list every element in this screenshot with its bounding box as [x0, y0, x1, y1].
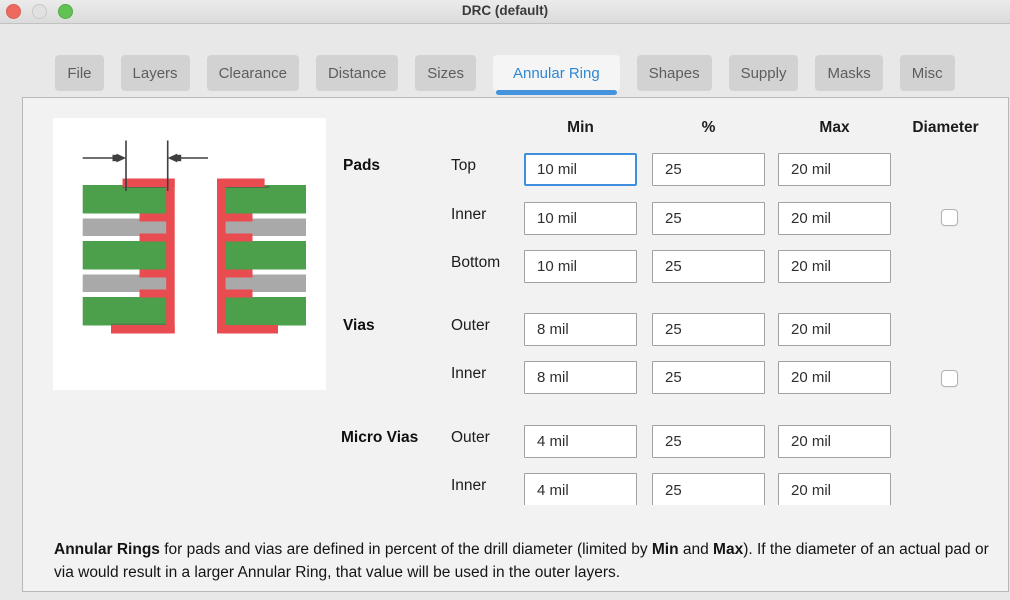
vias-outer-percent-input[interactable]	[652, 313, 765, 346]
pads-bottom-max-input[interactable]	[778, 250, 891, 283]
row-label-pads-inner: Inner	[451, 206, 487, 223]
vias-diameter-checkbox[interactable]	[941, 370, 958, 387]
column-header-diameter: Diameter	[912, 119, 979, 136]
column-header-max: Max	[819, 119, 850, 136]
titlebar: DRC (default)	[0, 0, 1010, 24]
micro-vias-outer-max-input[interactable]	[778, 425, 891, 458]
description-segment: and	[678, 541, 714, 558]
tab-sizes[interactable]: Sizes	[415, 55, 476, 91]
pads-inner-min-input[interactable]	[524, 202, 637, 235]
tab-annular-ring[interactable]: Annular Ring	[492, 55, 620, 95]
pads-diameter-checkbox[interactable]	[941, 209, 958, 226]
row-label-vias-inner: Inner	[451, 365, 487, 382]
row-label-micro-vias-inner: Inner	[451, 477, 487, 494]
tab-layers[interactable]: Layers	[120, 55, 190, 91]
tab-misc[interactable]: Misc	[899, 55, 955, 91]
tab-shapes[interactable]: Shapes	[636, 55, 712, 91]
micro-vias-inner-min-input[interactable]	[524, 473, 637, 505]
vias-inner-percent-input[interactable]	[652, 361, 765, 394]
pcb-stack-right	[217, 178, 306, 334]
annular-ring-panel: Min % Max Diameter Pads Vias Micro Vias …	[22, 97, 1009, 592]
pads-inner-percent-input[interactable]	[652, 202, 765, 235]
pcb-stack-left	[82, 178, 175, 334]
description-text: Annular Rings for pads and vias are defi…	[54, 538, 1006, 584]
row-label-vias-outer: Outer	[451, 317, 490, 334]
row-label-pads-top: Top	[451, 157, 476, 174]
pads-bottom-percent-input[interactable]	[652, 250, 765, 283]
dimension-arrows	[82, 140, 208, 191]
pads-bottom-min-input[interactable]	[524, 250, 637, 283]
micro-vias-inner-max-input[interactable]	[778, 473, 891, 505]
vias-outer-max-input[interactable]	[778, 313, 891, 346]
minimize-button[interactable]	[32, 4, 47, 19]
tab-distance[interactable]: Distance	[315, 55, 399, 91]
column-header-percent: %	[701, 119, 716, 136]
tab-file[interactable]: File	[55, 55, 104, 91]
pads-top-min-input[interactable]	[524, 153, 637, 186]
pads-inner-max-input[interactable]	[778, 202, 891, 235]
column-header-min: Min	[567, 119, 594, 136]
window-title: DRC (default)	[461, 3, 549, 18]
dimension-arrowheads	[112, 153, 182, 163]
description-segment: ). If the diameter of an actual pad or v…	[54, 541, 989, 581]
row-label-pads-bottom: Bottom	[451, 254, 501, 271]
pads-top-max-input[interactable]	[778, 153, 891, 186]
pcb-cross-section	[82, 140, 306, 334]
tab-bar: File Layers Clearance Distance Sizes Ann…	[0, 55, 1010, 95]
tab-clearance[interactable]: Clearance	[206, 55, 299, 91]
vias-inner-max-input[interactable]	[778, 361, 891, 394]
description-bold-max: Max	[713, 541, 744, 558]
vias-outer-min-input[interactable]	[524, 313, 637, 346]
description-bold-annular-rings: Annular Rings	[54, 541, 160, 558]
traffic-lights	[6, 4, 73, 19]
annular-ring-diagram	[53, 118, 326, 390]
close-button[interactable]	[6, 4, 21, 19]
description-bold-min: Min	[651, 541, 679, 558]
row-label-micro-vias-outer: Outer	[451, 429, 490, 446]
vias-inner-min-input[interactable]	[524, 361, 637, 394]
section-label-pads: Pads	[343, 157, 381, 174]
tab-masks[interactable]: Masks	[815, 55, 883, 91]
description-segment: for pads and vias are defined in percent…	[159, 541, 652, 558]
pads-top-percent-input[interactable]	[652, 153, 765, 186]
micro-vias-outer-min-input[interactable]	[524, 425, 637, 458]
section-label-micro-vias: Micro Vias	[341, 429, 419, 446]
micro-vias-inner-percent-input[interactable]	[652, 473, 765, 505]
form-scroll-area[interactable]: Min % Max Diameter Pads Vias Micro Vias …	[23, 98, 1008, 505]
tab-supply[interactable]: Supply	[728, 55, 799, 91]
section-label-vias: Vias	[343, 317, 375, 334]
micro-vias-outer-percent-input[interactable]	[652, 425, 765, 458]
zoom-button[interactable]	[58, 4, 73, 19]
